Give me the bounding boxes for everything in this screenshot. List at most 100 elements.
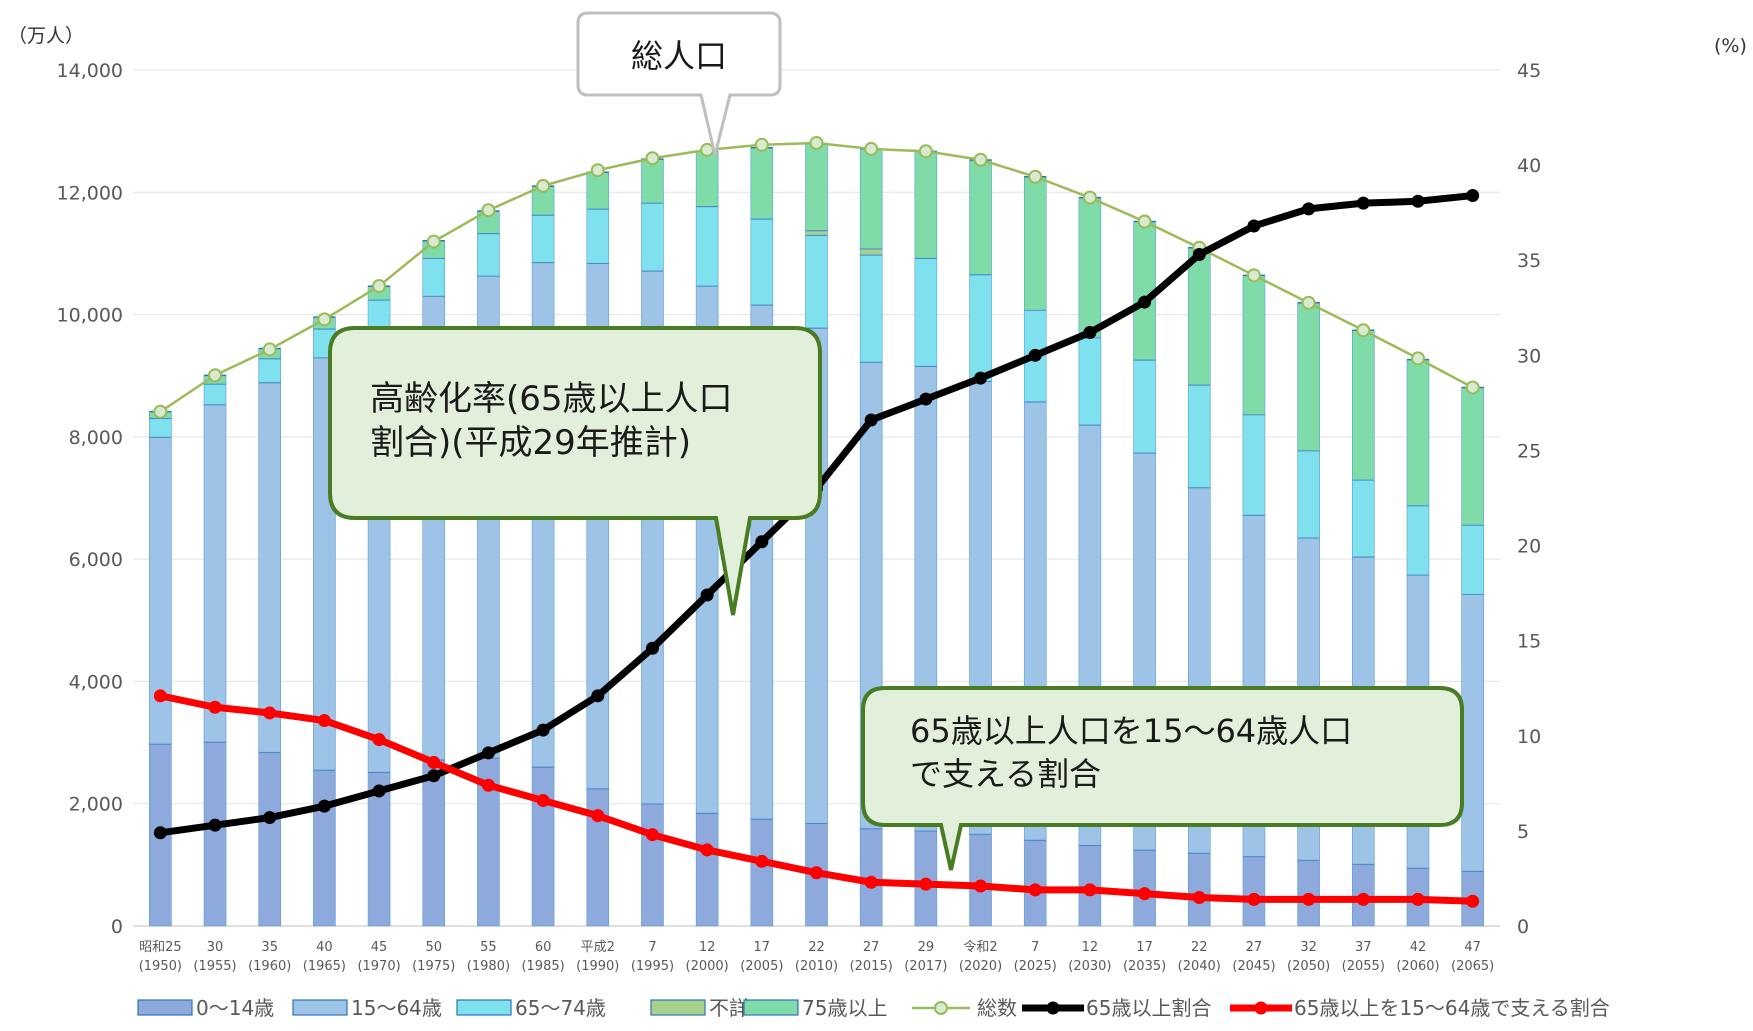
aging-rate-callout-text: 高齢化率(65歳以上人口 bbox=[370, 379, 733, 419]
x-tick-year: (1995) bbox=[631, 959, 674, 974]
series-marker bbox=[536, 178, 551, 193]
series-marker bbox=[1138, 887, 1152, 901]
series-marker bbox=[536, 723, 550, 737]
series-marker bbox=[864, 413, 878, 427]
left-tick-label: 10,000 bbox=[57, 305, 123, 327]
bar-segment bbox=[1461, 593, 1484, 872]
series-marker bbox=[372, 279, 387, 294]
series-marker bbox=[1028, 169, 1043, 184]
bar-segment bbox=[805, 234, 828, 329]
bar-segment bbox=[531, 214, 555, 263]
x-tick-year: (2055) bbox=[1342, 959, 1385, 974]
series-marker bbox=[1356, 892, 1370, 906]
x-tick-year: (1980) bbox=[467, 959, 510, 974]
legend-swatch bbox=[137, 999, 193, 1016]
legend-label: 0～14歳 bbox=[196, 996, 274, 1020]
left-tick-label: 14,000 bbox=[57, 60, 123, 82]
x-tick-year: (2010) bbox=[795, 959, 838, 974]
series-marker bbox=[153, 826, 167, 840]
series-marker bbox=[1083, 326, 1097, 340]
bar-segment bbox=[695, 206, 719, 287]
right-tick-label: 20 bbox=[1517, 536, 1541, 558]
series-marker bbox=[1356, 196, 1370, 210]
right-tick-label: 25 bbox=[1517, 440, 1541, 462]
bar-segment bbox=[1461, 524, 1484, 595]
bar-segment bbox=[1242, 856, 1266, 927]
left-tick-label: 8,000 bbox=[69, 427, 123, 449]
series-marker bbox=[1082, 190, 1097, 205]
series-marker bbox=[1028, 883, 1042, 897]
series-marker bbox=[1083, 883, 1097, 897]
bar-segment bbox=[203, 404, 227, 743]
series-marker bbox=[1192, 248, 1206, 262]
right-tick-label: 30 bbox=[1517, 345, 1541, 367]
series-marker bbox=[481, 203, 496, 218]
bar-segment bbox=[805, 143, 828, 231]
aging-rate-callout-box bbox=[328, 326, 822, 616]
series-marker bbox=[700, 588, 714, 602]
series-marker bbox=[755, 854, 769, 868]
x-tick-era: 37 bbox=[1355, 940, 1372, 955]
x-tick-era: 45 bbox=[371, 940, 388, 955]
series-marker bbox=[1466, 894, 1480, 908]
legend-label: 65～74歳 bbox=[515, 996, 606, 1020]
legend-marker bbox=[1046, 1001, 1060, 1015]
series-marker bbox=[645, 828, 659, 842]
bar-segment bbox=[859, 254, 883, 363]
left-tick-label: 12,000 bbox=[57, 182, 123, 204]
x-tick-era: 12 bbox=[1082, 940, 1099, 955]
bar-segment bbox=[1023, 839, 1047, 927]
bar-segment bbox=[1187, 384, 1211, 488]
bar-segment bbox=[641, 803, 664, 927]
x-tick-era: 32 bbox=[1300, 940, 1317, 955]
bar-segment bbox=[914, 151, 938, 259]
x-tick-year: (1965) bbox=[303, 959, 346, 974]
series-marker bbox=[754, 137, 769, 152]
series-marker bbox=[974, 371, 988, 385]
x-tick-year: (1970) bbox=[357, 959, 400, 974]
x-tick-era: 令和2 bbox=[963, 940, 997, 955]
x-tick-year: (2017) bbox=[904, 959, 947, 974]
x-tick-era: 17 bbox=[1136, 940, 1153, 955]
series-marker bbox=[1247, 892, 1261, 906]
x-tick-year: (2015) bbox=[850, 959, 893, 974]
bar-segment bbox=[695, 151, 719, 207]
series-marker bbox=[864, 875, 878, 889]
right-tick-label: 10 bbox=[1517, 726, 1541, 748]
right-tick-label: 0 bbox=[1517, 916, 1529, 938]
axes: （万人） (%) 0 2,000 4,000 6,000 8,000 10,000 12,0… bbox=[8, 25, 1747, 974]
series-marker bbox=[263, 811, 277, 825]
series-marker bbox=[208, 700, 222, 714]
x-tick-era: 昭和25 bbox=[139, 940, 182, 955]
series-marker bbox=[1411, 892, 1425, 906]
bar-segment bbox=[258, 751, 282, 927]
bar-segment bbox=[1352, 479, 1375, 557]
bar-segment bbox=[750, 147, 774, 219]
x-tick-year: (2060) bbox=[1396, 959, 1439, 974]
x-tick-year: (1985) bbox=[521, 959, 564, 974]
bar-segment bbox=[1023, 176, 1047, 311]
legend-label: 75歳以上 bbox=[802, 996, 887, 1020]
series-marker bbox=[317, 312, 332, 327]
series-marker bbox=[1465, 380, 1480, 395]
bar-segment bbox=[1078, 197, 1102, 338]
bar-segment bbox=[313, 769, 336, 927]
x-tick-year: (1955) bbox=[193, 959, 236, 974]
x-tick-era: 60 bbox=[535, 940, 552, 955]
left-tick-label: 4,000 bbox=[69, 671, 123, 693]
support-ratio-callout-box bbox=[861, 686, 1464, 871]
series-marker bbox=[591, 689, 605, 703]
x-tick-year: (2020) bbox=[959, 959, 1002, 974]
legend-label: 65歳以上割合 bbox=[1086, 996, 1211, 1020]
series-marker bbox=[864, 141, 879, 156]
bar-segment bbox=[1406, 505, 1430, 576]
bar-segment bbox=[422, 759, 446, 927]
bar-segment bbox=[750, 218, 774, 306]
bar-segment bbox=[586, 208, 610, 264]
series-marker bbox=[1246, 268, 1261, 283]
series-marker bbox=[919, 877, 933, 891]
x-tick-era: 7 bbox=[648, 940, 656, 955]
series-marker bbox=[700, 843, 714, 857]
